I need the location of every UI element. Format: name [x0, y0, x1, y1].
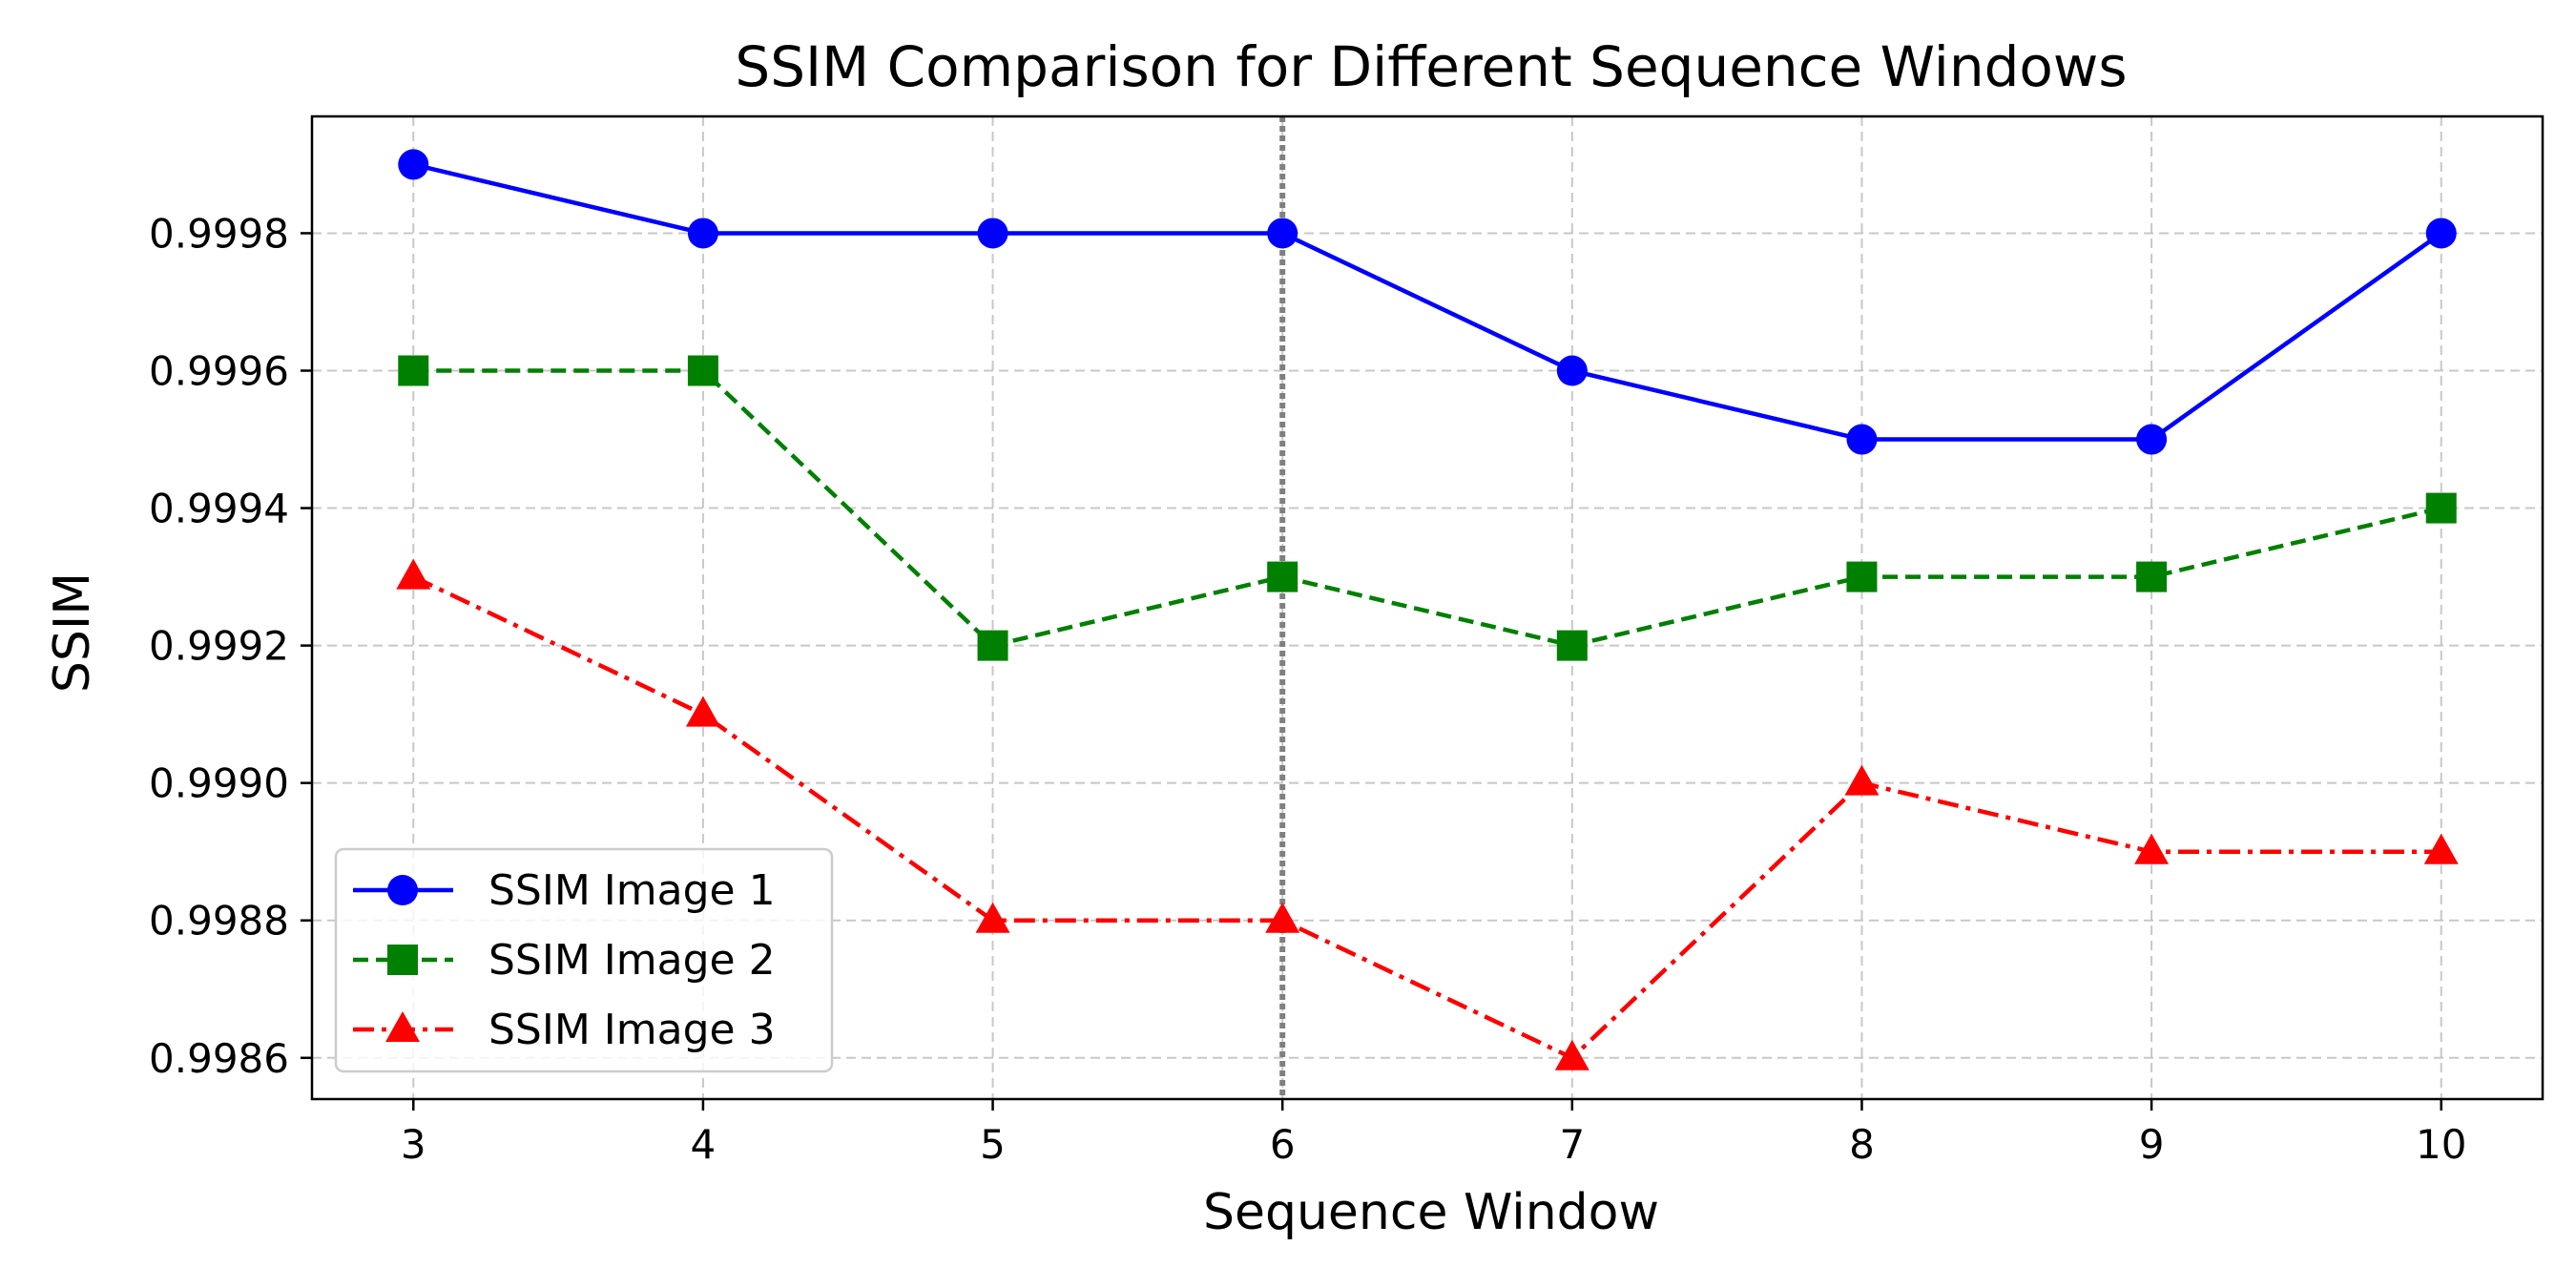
- data-point: [1846, 561, 1878, 592]
- y-axis-label: SSIM: [44, 572, 101, 693]
- legend-box: [334, 847, 834, 1073]
- data-point: [1556, 355, 1588, 386]
- series-3: [396, 558, 2459, 1070]
- y-tick-label: 0.9990: [149, 760, 289, 807]
- x-axis-ticks: 3 4 5 6 7 8 9 10: [401, 1099, 2466, 1168]
- series-line: [412, 162, 2443, 442]
- x-tick-label: 7: [1559, 1121, 1585, 1168]
- x-tick-label: 5: [980, 1121, 1006, 1168]
- chart-title: SSIM Comparison for Different Sequence W…: [735, 34, 2127, 99]
- data-point: [1846, 424, 1878, 455]
- y-tick-label: 0.9988: [149, 898, 289, 945]
- series-line: [412, 574, 2441, 1061]
- y-tick-label: 0.9994: [149, 486, 289, 532]
- data-point: [2423, 833, 2459, 864]
- data-point: [1267, 561, 1298, 592]
- data-point: [1556, 630, 1588, 661]
- data-point: [2425, 492, 2457, 524]
- x-axis-label: Sequence Window: [1203, 1184, 1659, 1241]
- data-point: [1267, 218, 1298, 249]
- data-point: [685, 696, 720, 727]
- series-1: [398, 149, 2457, 455]
- x-tick-label: 4: [691, 1121, 717, 1168]
- series-line: [413, 368, 2442, 648]
- legend-marker: [385, 1011, 420, 1042]
- legend: SSIM Image 1 SSIM Image 2 SSIM Image 3: [334, 847, 834, 1073]
- x-tick-label: 10: [2416, 1121, 2466, 1168]
- legend-marker: [387, 945, 418, 975]
- data-point: [1844, 764, 1880, 796]
- y-tick-label: 0.9998: [149, 210, 289, 257]
- data-point: [2136, 424, 2168, 455]
- plot-frame: [310, 114, 2545, 1101]
- data-point: [2136, 561, 2168, 592]
- x-tick-label: 6: [1270, 1121, 1296, 1168]
- data-point: [2134, 833, 2170, 864]
- data-point: [977, 218, 1008, 249]
- data-point: [2425, 218, 2457, 249]
- data-point: [396, 558, 431, 590]
- x-tick-label: 3: [401, 1121, 426, 1168]
- data-point: [687, 355, 718, 386]
- data-point: [398, 355, 429, 386]
- data-point: [1554, 1039, 1589, 1070]
- y-axis-ticks: 0.9986 0.9988 0.9990 0.9992 0.9994 0.9996 0.99…: [149, 210, 312, 1082]
- legend-label: SSIM Image 3: [488, 1006, 776, 1054]
- y-tick-label: 0.9996: [149, 348, 289, 395]
- data-point: [1265, 902, 1300, 933]
- x-tick-label: 8: [1849, 1121, 1875, 1168]
- data-point: [687, 218, 718, 249]
- y-tick-label: 0.9992: [149, 623, 289, 670]
- data-point: [398, 149, 429, 180]
- y-tick-label: 0.9986: [149, 1035, 289, 1082]
- legend-marker: [387, 875, 418, 905]
- x-tick-label: 9: [2139, 1121, 2165, 1168]
- legend-label: SSIM Image 1: [488, 866, 776, 915]
- series-group: [396, 149, 2459, 1070]
- data-point: [977, 630, 1008, 661]
- data-point: [975, 902, 1010, 933]
- series-2: [398, 355, 2457, 661]
- legend-label: SSIM Image 2: [488, 936, 776, 985]
